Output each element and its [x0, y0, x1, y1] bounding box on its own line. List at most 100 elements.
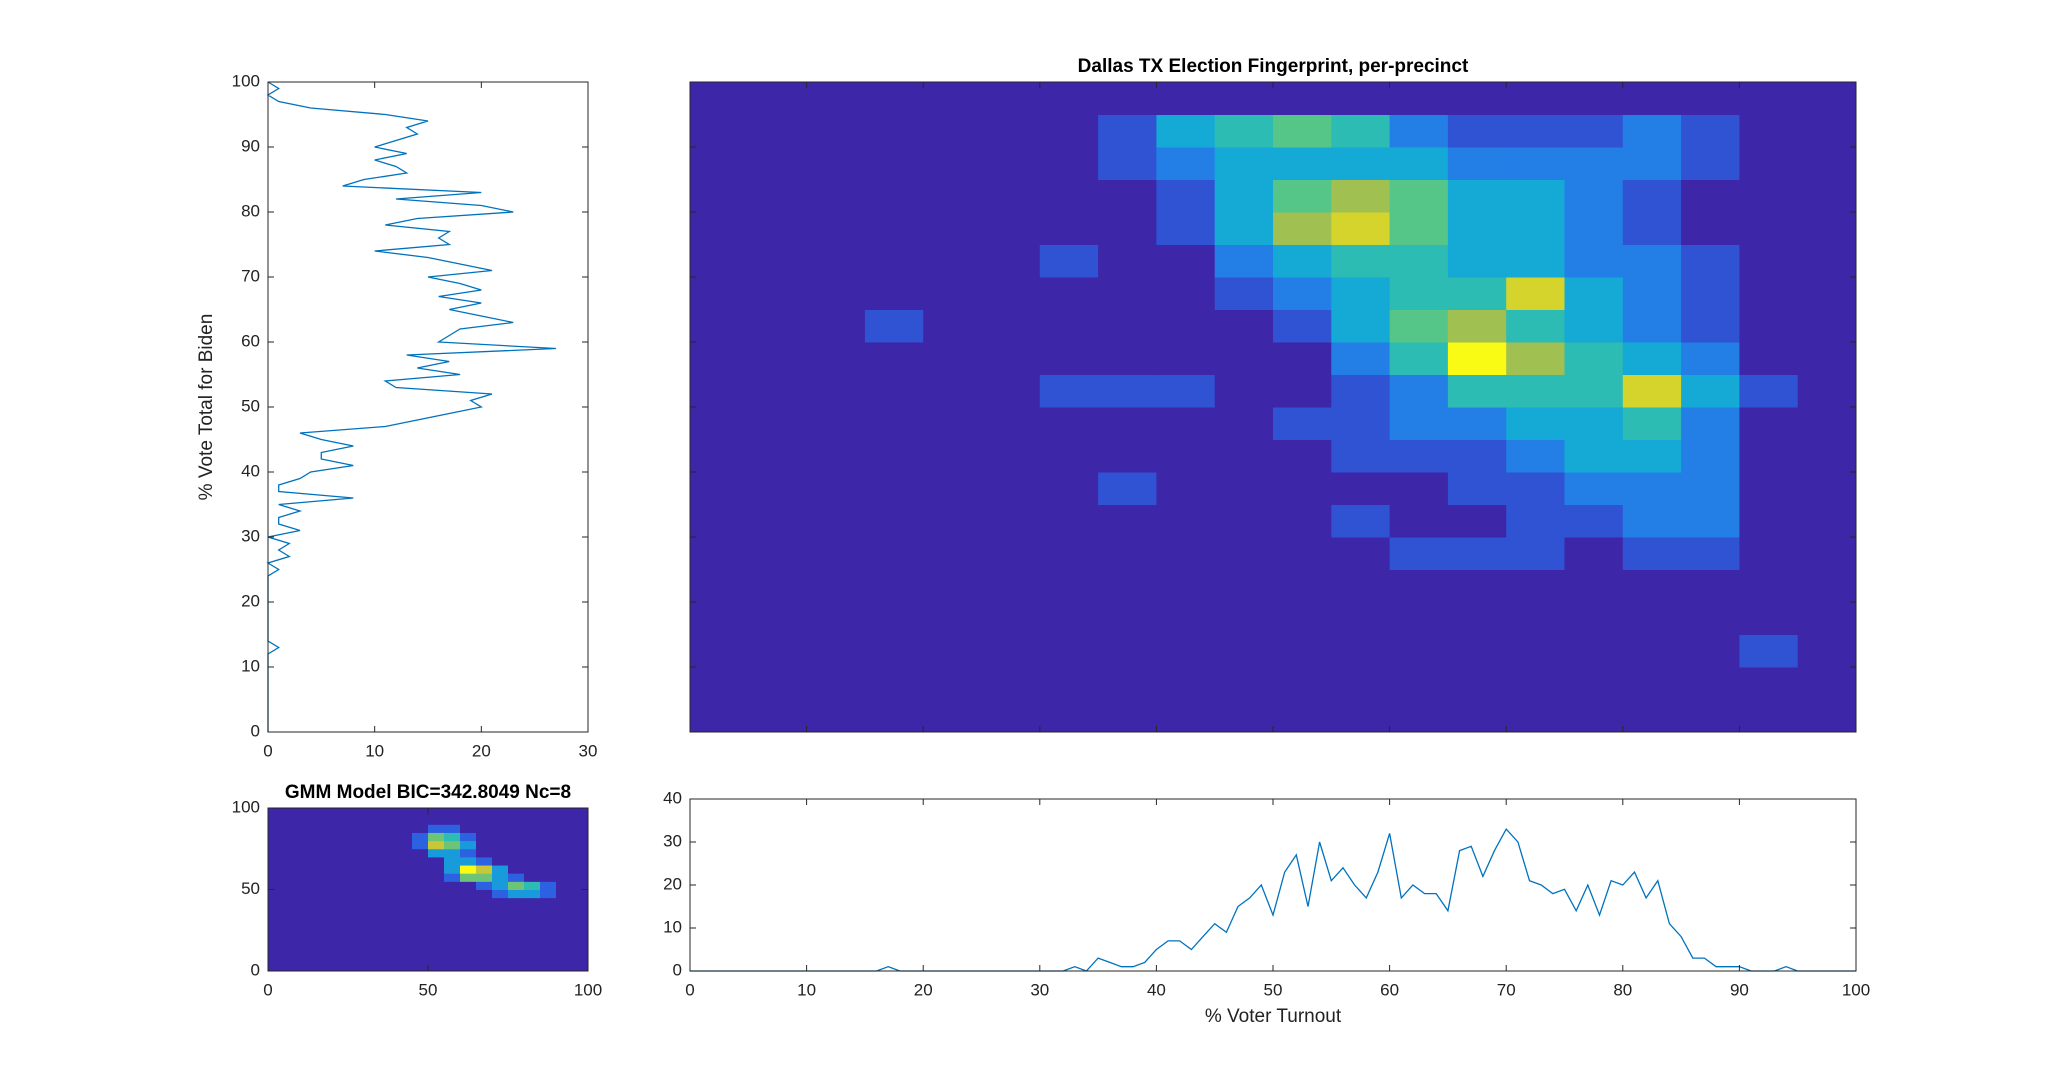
heat-cell: [540, 905, 557, 915]
heat-cell: [332, 946, 349, 956]
heat-cell: [1214, 179, 1274, 213]
heat-cell: [380, 832, 397, 842]
heat-cell: [380, 840, 397, 850]
heat-cell: [1039, 537, 1099, 570]
heat-cell: [492, 913, 509, 923]
heat-cell: [332, 922, 349, 931]
heat-cell: [348, 840, 365, 850]
heat-cell: [460, 897, 477, 907]
heat-cell: [690, 504, 749, 538]
heat-cell: [380, 873, 397, 882]
heat-cell: [923, 504, 982, 538]
heat-cell: [460, 856, 477, 866]
heat-cell: [444, 930, 461, 939]
heat-cell: [380, 856, 397, 866]
heat-cell: [524, 824, 541, 833]
heat-cell: [348, 946, 365, 956]
heat-cell: [1273, 407, 1332, 440]
heat-cell: [981, 699, 1041, 733]
heat-cell: [864, 634, 924, 668]
heat-cell: [981, 244, 1041, 278]
heat-cell: [492, 930, 509, 939]
heat-cell: [1156, 504, 1216, 538]
heat-cell: [1389, 537, 1449, 570]
heat-cell: [444, 881, 461, 890]
heat-cell: [1156, 569, 1216, 603]
heat-cell: [444, 905, 461, 915]
heat-cell: [1447, 569, 1507, 603]
heat-cell: [492, 824, 509, 833]
heat-cell: [864, 147, 924, 180]
heat-cell: [1214, 634, 1274, 668]
heat-cell: [460, 865, 477, 874]
heat-cell: [348, 881, 365, 890]
y-tick-label: 20: [663, 874, 682, 893]
heat-cell: [572, 962, 589, 972]
heat-cell: [476, 954, 493, 964]
heat-cell: [1506, 82, 1565, 115]
y-tick-label: 100: [232, 797, 260, 816]
heat-cell: [508, 873, 525, 882]
heat-cell: [690, 407, 749, 440]
heat-cell: [690, 114, 749, 148]
heat-cell: [364, 905, 381, 915]
heat-cell: [268, 816, 285, 825]
heat-cell: [690, 537, 749, 570]
y-axis-label: % Vote Total for Biden: [196, 314, 217, 501]
heat-cell: [1098, 244, 1157, 278]
heat-cell: [1039, 407, 1099, 440]
heat-cell: [748, 342, 808, 375]
heat-cell: [1797, 537, 1857, 570]
heat-cell: [300, 816, 317, 825]
heat-cell: [380, 816, 397, 825]
heat-cell: [540, 881, 557, 890]
heat-cell: [572, 865, 589, 874]
heat-cell: [300, 930, 317, 939]
heat-cell: [1214, 244, 1274, 278]
heat-cell: [1739, 147, 1799, 180]
heat-cell: [981, 277, 1041, 310]
heat-cell: [284, 889, 301, 899]
heat-cell: [556, 930, 573, 939]
y-tick-label: 100: [232, 71, 260, 90]
heat-cell: [412, 816, 429, 825]
heat-cell: [1214, 342, 1274, 375]
heat-cell: [1681, 634, 1740, 668]
heat-cell: [476, 897, 493, 907]
y-tick-label: 40: [663, 788, 682, 807]
heat-cell: [444, 897, 461, 907]
heat-cell: [284, 938, 301, 948]
heat-cell: [1156, 667, 1216, 700]
heat-cell: [1739, 667, 1799, 700]
heat-cell: [1389, 244, 1449, 278]
heat-cell: [1622, 147, 1682, 180]
heat-cell: [572, 913, 589, 923]
heat-cell: [332, 816, 349, 825]
heat-cell: [1739, 439, 1799, 473]
heat-cell: [524, 897, 541, 907]
heat-cell: [348, 962, 365, 972]
x-tick-label: 40: [1147, 980, 1166, 999]
heat-cell: [1156, 342, 1216, 375]
heat-cell: [923, 602, 982, 635]
heat-cell: [556, 905, 573, 915]
data-line: [266, 81, 557, 732]
heat-cell: [524, 856, 541, 866]
y-tick-label: 40: [241, 461, 260, 480]
heat-cell: [1797, 244, 1857, 278]
heat-cell: [1273, 179, 1332, 213]
heat-cell: [412, 930, 429, 939]
heat-cell: [1447, 212, 1507, 245]
heat-cell: [364, 865, 381, 874]
heat-cell: [1681, 212, 1740, 245]
heat-cell: [348, 889, 365, 899]
heat-cell: [806, 374, 866, 408]
heat-cell: [364, 930, 381, 939]
heat-cell: [1564, 309, 1624, 343]
heat-cell: [524, 881, 541, 890]
heat-cell: [1797, 504, 1857, 538]
heat-cell: [1681, 537, 1740, 570]
heat-cell: [748, 699, 808, 733]
heat-cell: [476, 856, 493, 866]
heat-cell: [316, 938, 333, 948]
